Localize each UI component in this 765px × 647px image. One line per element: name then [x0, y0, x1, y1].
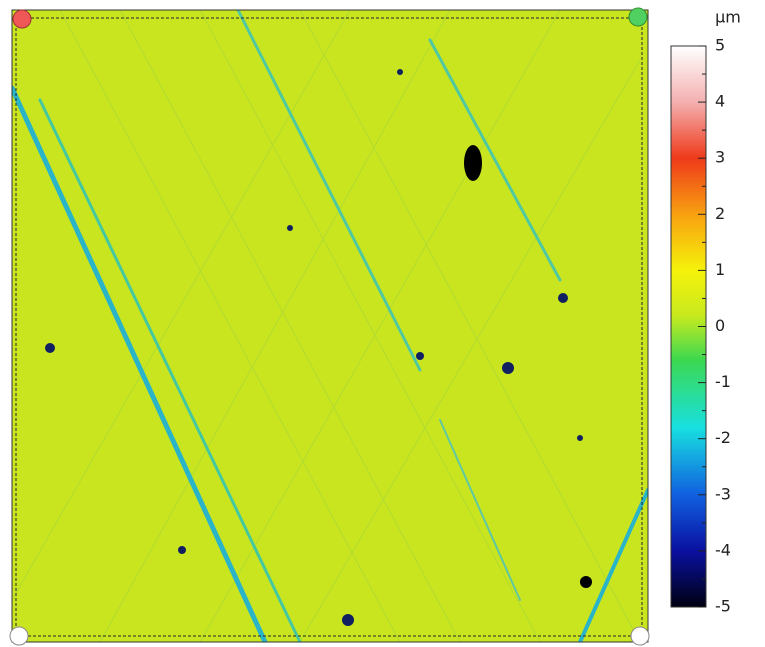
colorbar-tick-label: -3	[715, 484, 731, 503]
corner-handle[interactable]	[631, 627, 649, 645]
height-map-view: µm 5 4 3 2 1 0 -1 -2 -3 -4 -5	[0, 0, 765, 647]
colorbar-tick-label: -5	[715, 597, 731, 616]
colorbar-tick-label: 0	[715, 316, 725, 335]
height-map	[12, 10, 648, 642]
colorbar-tick-label: 5	[715, 36, 725, 55]
colorbar-unit: µm	[715, 8, 741, 27]
corner-handle[interactable]	[10, 627, 28, 645]
corner-handle[interactable]	[13, 10, 31, 28]
colorbar-tick-label: 4	[715, 92, 725, 111]
colorbar-tick-label: -1	[715, 372, 731, 391]
corner-handle[interactable]	[629, 8, 647, 26]
colorbar-tick-label: 2	[715, 204, 725, 223]
colorbar: µm 5 4 3 2 1 0 -1 -2 -3 -4 -5	[671, 8, 741, 616]
colorbar-tick-label: -2	[715, 428, 731, 447]
colorbar-tick-label: 1	[715, 260, 725, 279]
colorbar-tick-label: -4	[715, 540, 731, 559]
colorbar-tick-label: 3	[715, 148, 725, 167]
